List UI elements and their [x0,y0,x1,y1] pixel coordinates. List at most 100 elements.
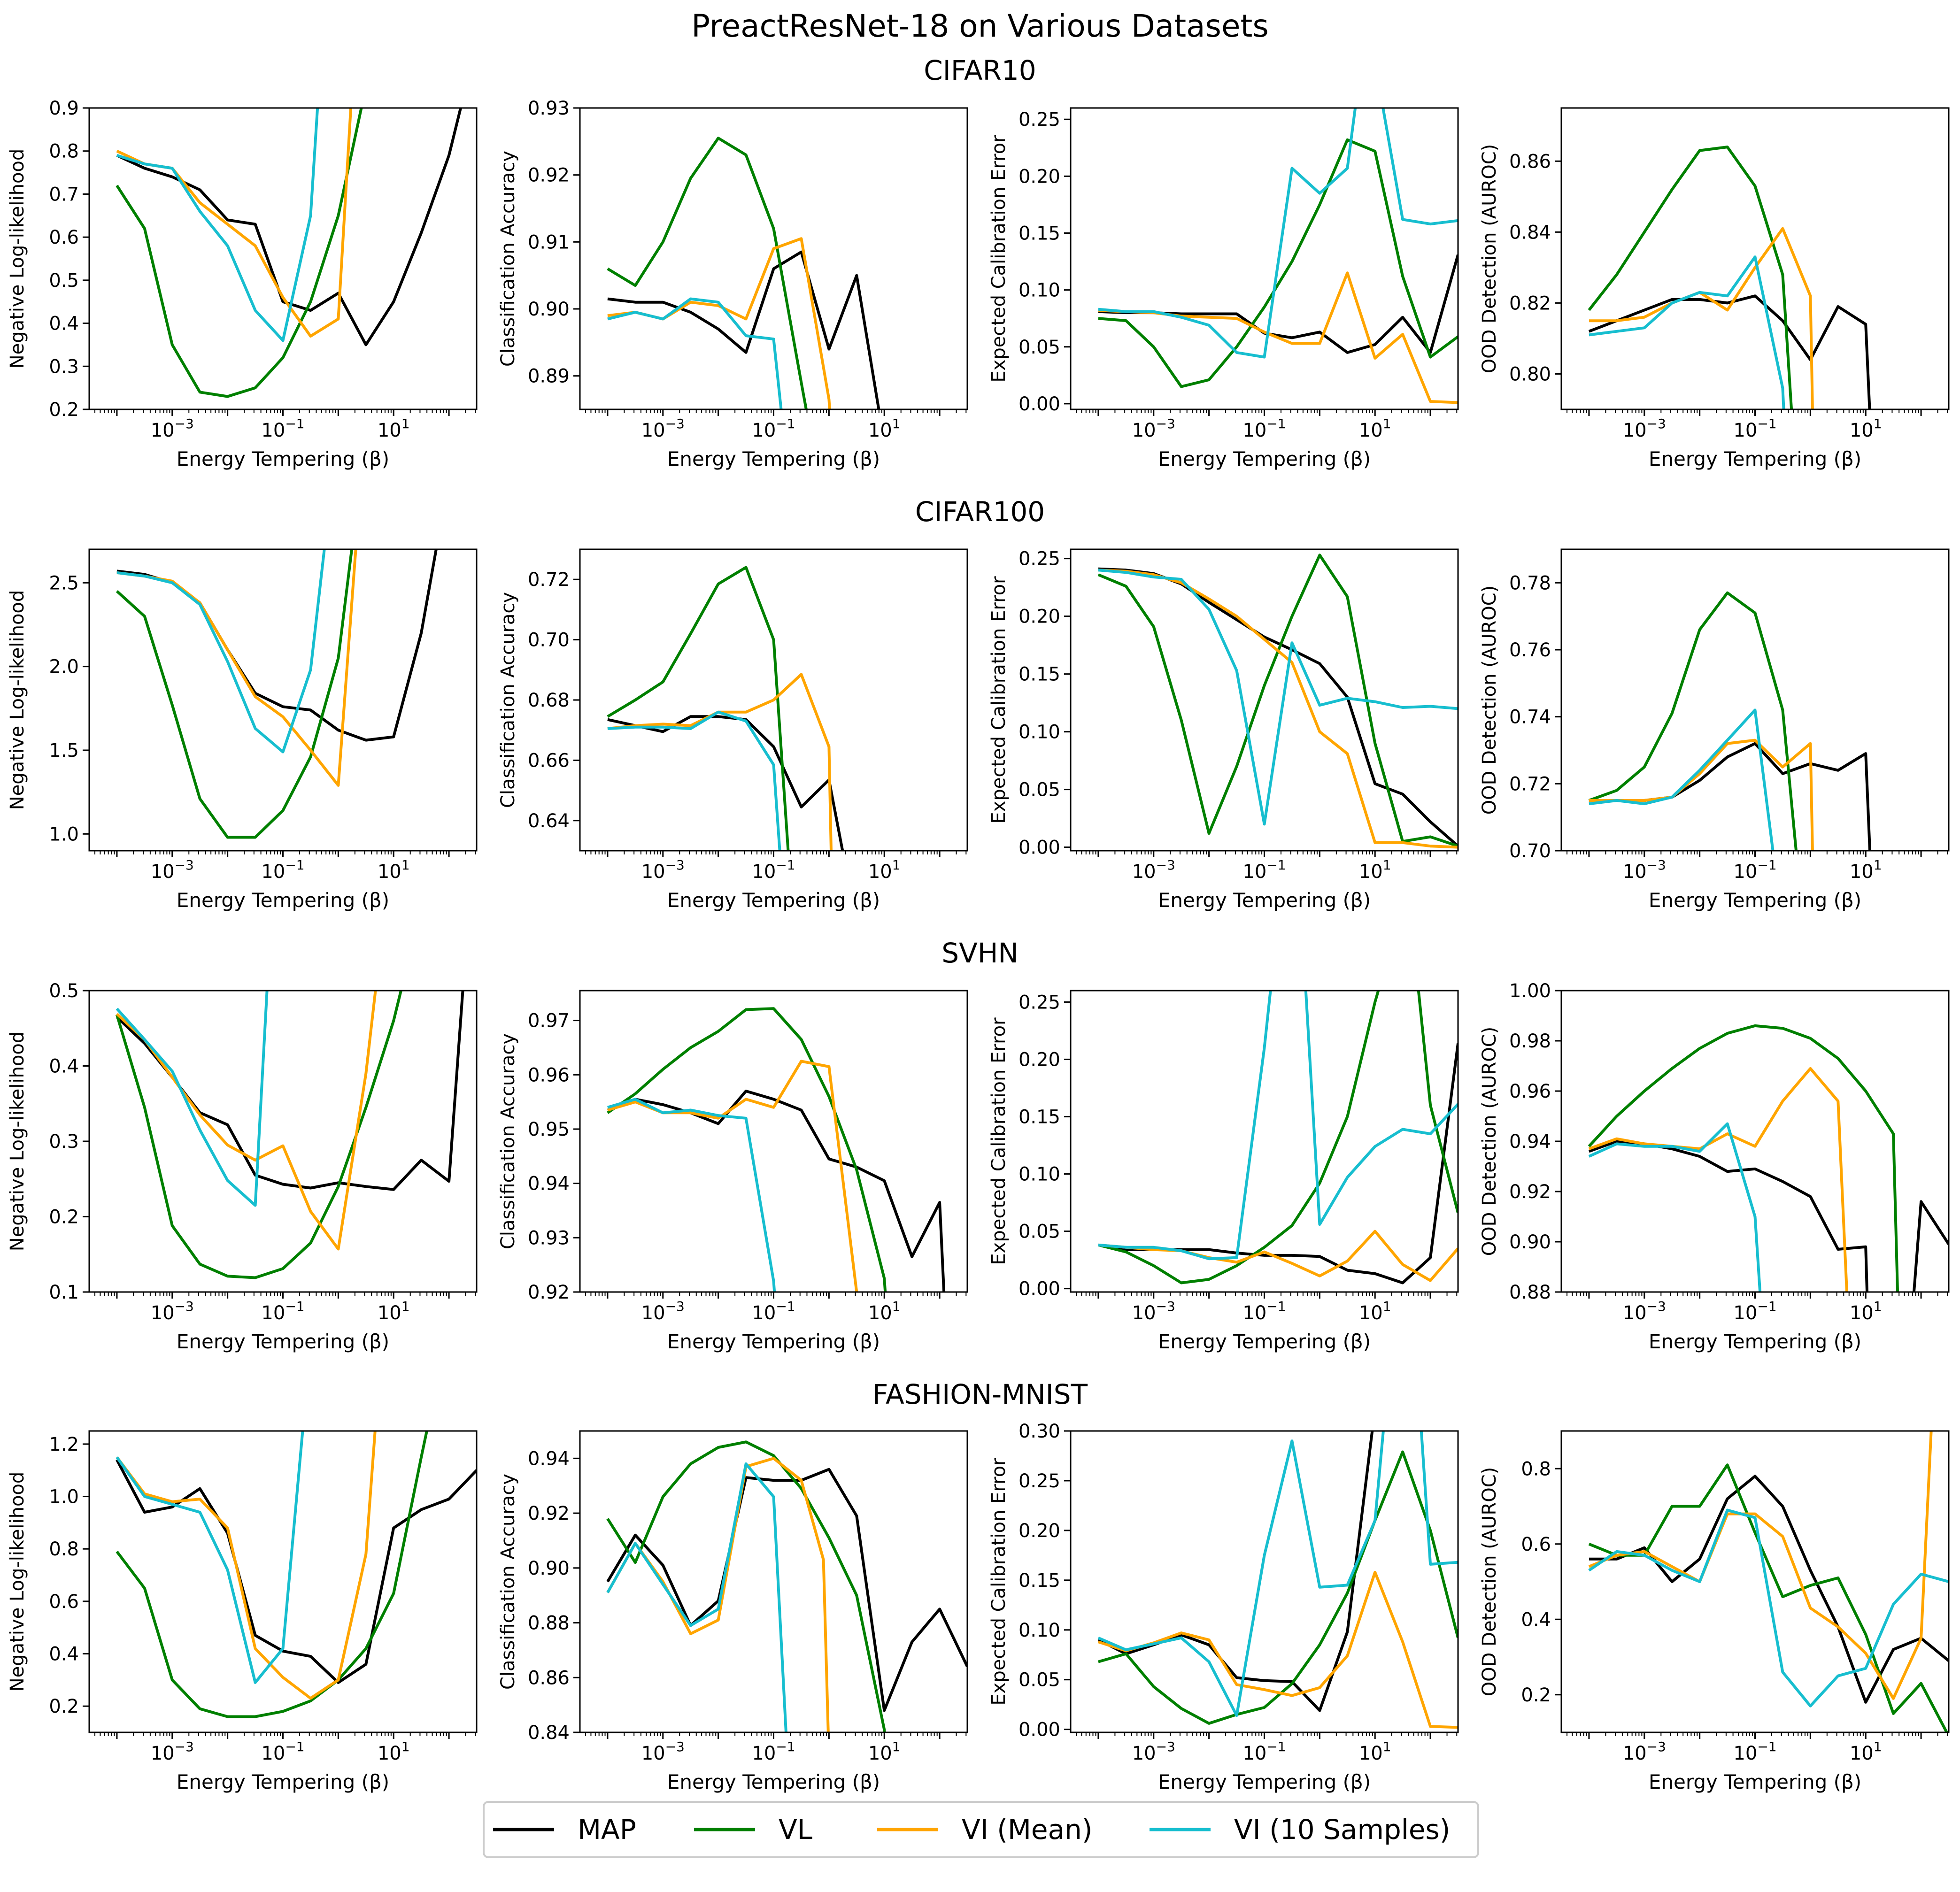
x-axis-label: Energy Tempering (β) [177,1770,389,1793]
y-tick-label: 0.96 [528,1064,570,1086]
x-axis-label: Energy Tempering (β) [177,447,389,470]
y-tick-label: 0.05 [1019,779,1060,801]
y-tick-label: 0.76 [1509,639,1551,661]
series-line-vi-10-samples [1589,708,1775,851]
x-tick-label: 10−1 [261,1299,304,1324]
x-axis-label: Energy Tempering (β) [1649,1330,1861,1353]
y-tick-label: 1.00 [1509,980,1551,1002]
y-tick-label: 0.2 [1521,1684,1551,1706]
subplot: 0.89 0.90 0.91 0.92 0.93 10−3 10−1 101 Energy Te… [497,98,968,470]
x-tick-label: 10−1 [752,416,795,441]
series-line-vi-10-samples [606,1462,787,1732]
y-tick-label: 0.20 [1019,606,1060,628]
x-tick-label: 101 [868,857,901,883]
x-tick-label: 10−3 [1623,416,1666,441]
y-tick-label: 0.2 [49,399,79,421]
series-line-vi-10-samples [1588,1508,1949,1707]
y-tick-label: 0.94 [528,1448,570,1469]
axes-frame [88,548,478,852]
x-tick-label: 10−3 [641,1299,685,1324]
x-tick-label: 10−3 [151,416,194,441]
series-line-vi-10-samples [607,297,783,409]
y-tick-label: 0.00 [1019,393,1060,415]
y-tick-label: 0.88 [528,1613,570,1634]
y-tick-label: 0.90 [528,1558,570,1579]
y-tick-label: 0.90 [1509,1231,1551,1253]
x-axis-label: Energy Tempering (β) [667,1770,880,1793]
series-line-map [116,108,463,346]
y-tick-label: 0.5 [49,270,79,292]
y-tick-label: 0.72 [1509,773,1551,795]
y-tick-label: 0.10 [1019,1620,1060,1641]
y-axis-label: Classification Accuracy [497,592,519,808]
y-tick-label: 0.00 [1019,1719,1060,1741]
series-line-vl [1588,1463,1949,1732]
series-line-vl [1098,138,1458,388]
series-line-vl [607,566,790,851]
x-axis-label: Energy Tempering (β) [1649,889,1861,912]
series-line-map [607,250,880,409]
y-tick-label: 0.05 [1019,1669,1060,1691]
series-line-map [606,1468,967,1712]
subplot: 0.2 0.4 0.6 0.8 1.0 1.2 10−3 10−1 101 Energy Temp… [7,1430,478,1793]
series-line-vi-10-samples [116,1431,304,1684]
y-tick-label: 0.30 [1019,1421,1060,1442]
x-tick-label: 10−3 [1623,1299,1666,1324]
x-axis-label: Energy Tempering (β) [177,1330,389,1353]
legend-label: VI (10 Samples) [1234,1814,1450,1846]
x-tick-label: 101 [378,857,410,883]
y-tick-label: 0.15 [1019,664,1060,685]
y-tick-label: 0.94 [1509,1131,1551,1153]
y-tick-label: 0.93 [528,98,570,119]
y-tick-label: 0.20 [1019,1520,1060,1542]
x-tick-label: 10−3 [641,416,685,441]
series-line-vl [1097,554,1458,848]
y-tick-label: 0.00 [1019,837,1060,859]
y-tick-label: 1.0 [49,823,79,845]
x-tick-label: 101 [378,1299,410,1324]
series-line-vi-10-samples [607,710,781,851]
y-axis-label: OOD Detection (AUROC) [1479,144,1500,374]
x-axis-label: Energy Tempering (β) [1158,1770,1371,1793]
subplot: 0.00 0.05 0.10 0.15 0.20 0.25 10−3 10−1 101 Energ… [988,107,1459,470]
series-line-vl [116,991,403,1279]
y-tick-label: 0.4 [49,1644,79,1665]
x-tick-label: 101 [378,416,410,441]
y-tick-label: 0.4 [49,1056,79,1077]
y-tick-label: 0.15 [1019,1107,1060,1128]
y-tick-label: 0.6 [1521,1534,1551,1555]
series-line-vi-10-samples [116,108,319,342]
y-tick-label: 0.20 [1019,1049,1060,1070]
y-axis-label: Negative Log-likelihood [7,590,28,810]
subplot: 0.84 0.86 0.88 0.90 0.92 0.94 10−3 10−1 101 Energ… [497,1430,968,1793]
x-axis-label: Energy Tempering (β) [667,1330,880,1353]
x-tick-label: 10−3 [151,857,194,883]
x-tick-label: 10−1 [1733,416,1776,441]
x-axis-label: Energy Tempering (β) [1158,1330,1371,1353]
axes-frame [1070,1430,1459,1733]
series-line-vl [116,1431,428,1718]
series-line-vi-mean [1098,1230,1458,1282]
x-axis-label: Energy Tempering (β) [1158,889,1371,912]
x-tick-label: 101 [1850,1739,1882,1764]
y-tick-label: 0.05 [1019,1221,1060,1243]
x-tick-label: 10−1 [1242,416,1286,441]
y-tick-label: 1.2 [49,1434,79,1455]
y-tick-label: 0.64 [528,810,570,832]
series-line-vi-10-samples [116,991,269,1207]
x-tick-label: 10−1 [1733,1299,1776,1324]
legend-box [483,1801,1479,1858]
y-tick-label: 0.93 [528,1227,570,1249]
series-line-vi-mean [1589,738,1814,851]
y-tick-label: 0.89 [528,366,570,387]
y-tick-label: 0.80 [1509,363,1551,385]
y-tick-label: 0.68 [528,690,570,711]
legend-item: MAP [493,1814,636,1846]
y-tick-label: 0.25 [1019,992,1060,1013]
y-tick-label: 0.3 [49,1131,79,1153]
series-line-vl [116,549,354,839]
x-axis-label: Energy Tempering (β) [1649,447,1861,470]
y-tick-label: 0.7 [49,184,79,205]
series-line-vi-10-samples [607,1098,776,1292]
x-tick-label: 10−3 [641,1739,685,1764]
